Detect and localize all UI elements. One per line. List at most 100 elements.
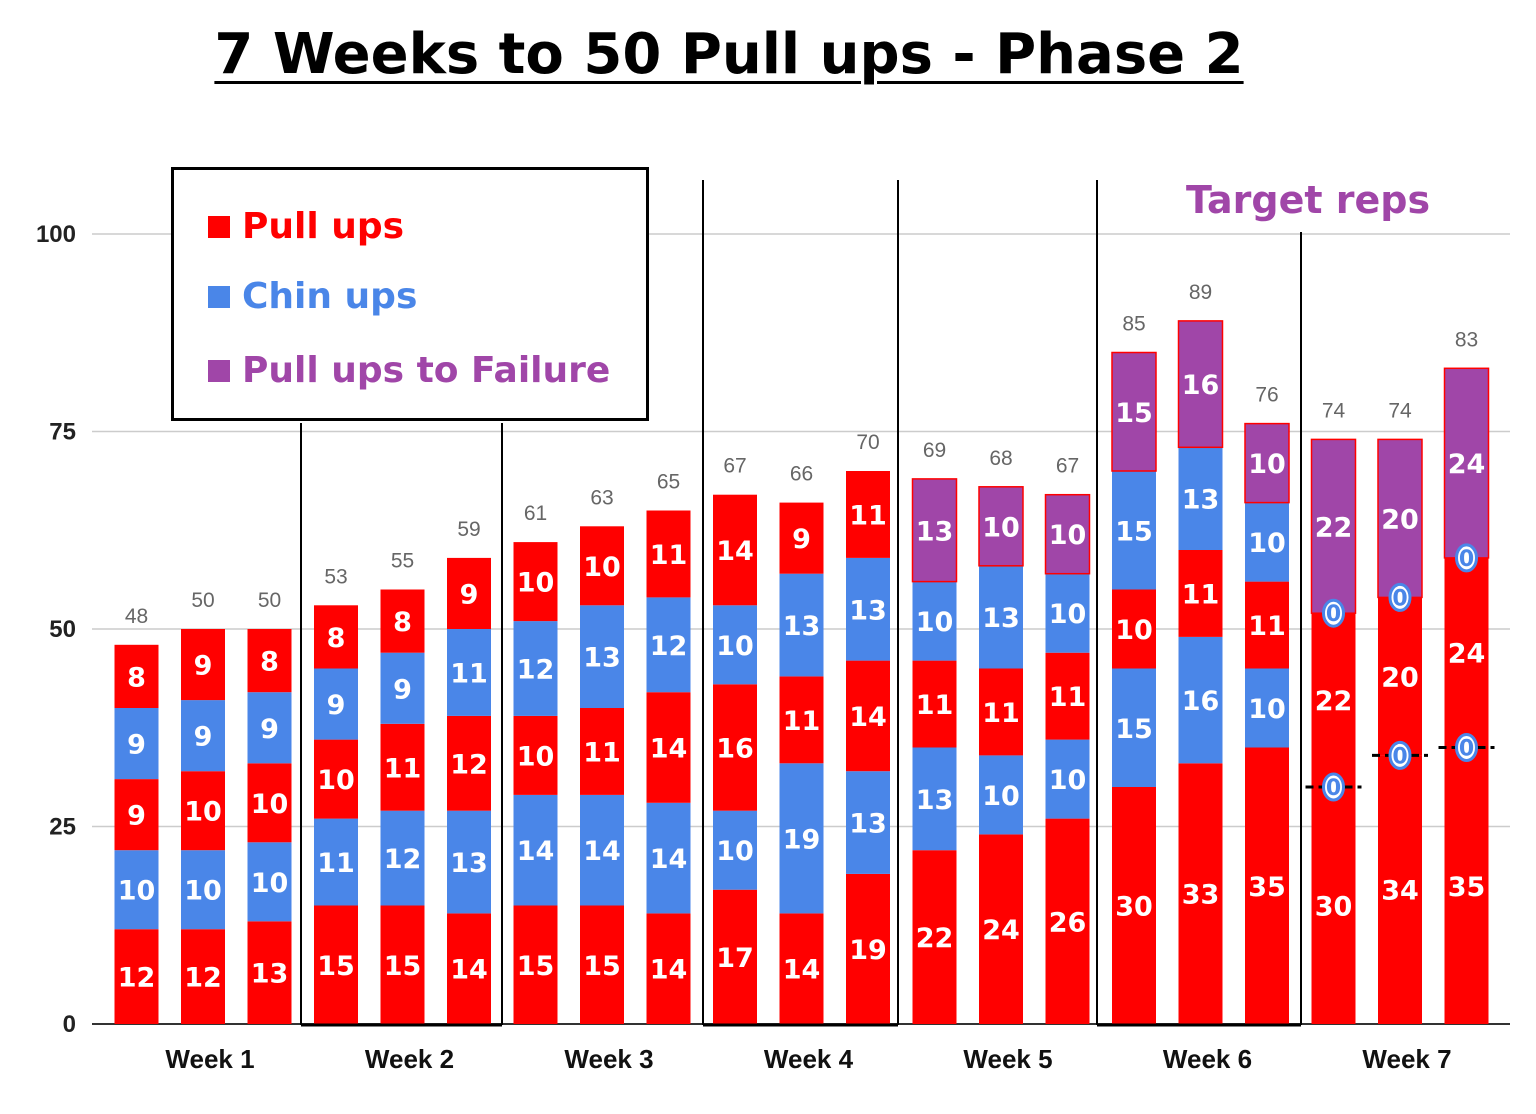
data-label: 10 [916,607,954,638]
bar-segment-pull [646,913,691,1024]
total-label: 70 [856,431,879,454]
bar-segment-chin [247,692,292,764]
bar-segment-chin [646,597,691,693]
data-label: 11 [583,737,621,768]
bar-segment-failure [1310,438,1357,614]
bar-segment-pull [713,889,757,1024]
data-label: 15 [317,951,355,982]
bar-segment-chin [713,810,757,890]
bar-segment-pull [1178,550,1223,637]
legend-label-pull-ups: Pull ups [242,206,405,247]
bar-segment-chin [1112,471,1156,590]
bar-segment-chin [1045,573,1090,653]
bar-segment-pull [513,715,558,795]
bar-segment-failure [1111,351,1157,472]
bar-segment-pull [513,542,558,622]
bar-segment-pull [181,929,225,1024]
bar-segment-pull [1311,613,1356,787]
zero-marker [1322,772,1345,802]
total-label: 48 [125,605,148,628]
y-tick-label: 75 [49,419,76,446]
bar-segment-pull [1311,787,1356,1024]
bar-segment-pull [779,676,824,764]
data-label: 13 [849,595,887,626]
data-label: 10 [1248,528,1286,559]
bar-segment-chin [513,794,558,906]
bar-segment-pull [1378,597,1422,756]
data-label: 14 [783,955,821,986]
data-label: 16 [716,734,754,765]
bar-segment-pull [1444,747,1489,1024]
data-label: 13 [916,516,954,547]
x-tick-label: Week 7 [1362,1044,1451,1074]
data-label: 10 [583,552,621,583]
bar-segment-failure [1177,320,1224,449]
data-label: 10 [517,741,555,772]
data-label: 12 [650,631,688,662]
zero-label: 0 [1326,776,1341,801]
bar-segment-chin [181,850,225,930]
bar-segment-pull [314,905,358,1024]
bar-segment-pull [181,771,225,851]
data-label: 11 [317,848,355,879]
data-label: 8 [260,647,279,678]
data-label: 11 [384,753,422,784]
data-label: 11 [450,658,488,689]
legend-label-chin-ups: Chin ups [242,276,418,317]
data-label: 10 [982,512,1020,543]
bar-segment-chin [181,700,225,772]
bar-segment-chin [1245,502,1289,582]
bar-segment-failure [911,478,958,583]
data-label: 13 [916,785,954,816]
total-label: 69 [923,439,946,462]
data-label: 12 [517,655,555,686]
data-label: 12 [118,963,156,994]
bar-segment-pull [247,763,292,843]
data-label: 35 [1448,872,1486,903]
data-label: 8 [393,607,412,638]
x-tick-label: Week 6 [1163,1044,1252,1074]
bar-segment-chin [1178,636,1223,764]
bar-segment-chin [979,755,1023,835]
bar-segment-pull [912,660,957,748]
data-label: 24 [1448,639,1486,670]
y-tick-label: 100 [36,221,76,248]
data-label: 11 [849,500,887,531]
data-label: 15 [517,951,555,982]
data-label: 13 [583,643,621,674]
total-label: 50 [258,589,281,612]
total-label: 74 [1388,399,1412,422]
zero-marker [1455,543,1478,573]
x-tick-label: Week 5 [963,1044,1052,1074]
data-label: 22 [1315,512,1353,543]
total-label: 67 [1056,455,1079,478]
bar-segment-pull [846,873,890,1024]
data-label: 13 [1182,485,1220,516]
x-tick-label: Week 4 [764,1044,854,1074]
data-label: 10 [1248,694,1286,725]
bar-segment-pull [580,526,624,606]
data-label: 9 [393,674,412,705]
zero-label: 0 [1392,586,1407,611]
data-label: 15 [1115,714,1153,745]
bar-segment-chin [779,573,824,677]
bar-segment-pull [1444,557,1489,748]
total-label: 67 [723,455,746,478]
bar-segment-pull [314,739,358,819]
data-label: 14 [583,836,621,867]
data-label: 9 [792,524,811,555]
bars: 1210998481210109950131010985015111098531… [114,281,1495,1024]
data-label: 10 [184,876,222,907]
data-label: 10 [1115,615,1153,646]
bar-segment-chin [580,605,624,708]
bar-segment-chin [979,565,1023,669]
x-tick-label: Week 1 [165,1044,254,1074]
bar-segment-pull [580,905,624,1024]
bar-segment-pull [114,644,159,708]
bar-segment-pull [447,715,491,811]
bar-segment-chin [247,842,292,922]
data-label: 30 [1115,892,1153,923]
total-label: 85 [1122,313,1145,336]
bar-segment-chin [314,818,358,906]
y-axis: 0 25 50 75 100 [36,221,76,1038]
